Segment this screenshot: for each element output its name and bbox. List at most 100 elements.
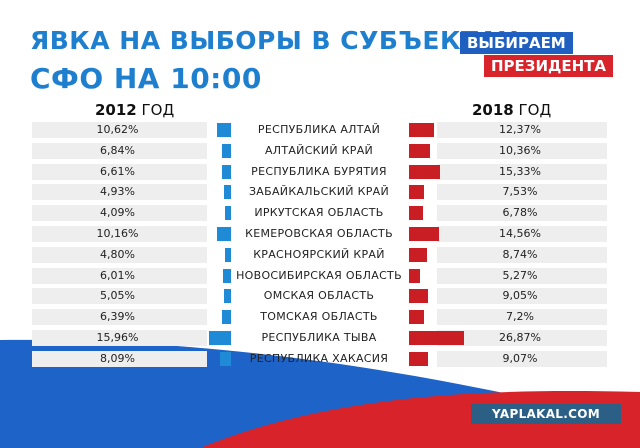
data-label-2012: 6,39% <box>100 310 135 324</box>
row-background-2018 <box>437 122 607 138</box>
series-year-suffix: ГОД <box>518 101 552 119</box>
category-label: ОМСКАЯ ОБЛАСТЬ <box>263 289 375 303</box>
data-label-2012: 4,93% <box>100 185 135 199</box>
table-row: 6,01% НОВОСИБИРСКАЯ ОБЛАСТЬ 5,27% <box>0 267 640 284</box>
table-row: 4,09% ИРКУТСКАЯ ОБЛАСТЬ 6,78% <box>0 204 640 222</box>
table-row: 15,96% РЕСПУБЛИКА ТЫВА 26,87% <box>0 329 640 346</box>
bar-2012 <box>209 331 231 345</box>
data-label-2012: 5,05% <box>100 289 135 303</box>
category-label: РЕСПУБЛИКА БУРЯТИЯ <box>251 164 387 178</box>
data-label-2018: 26,87% <box>499 331 541 344</box>
data-label-2012: 10,16% <box>96 227 139 240</box>
row-background-2012 <box>32 205 207 222</box>
brand-logo-line-1: ВЫБИРАЕМ <box>460 32 573 54</box>
table-row: 8,09% РЕСПУБЛИКА ХАКАСИЯ 9,07% <box>0 350 640 367</box>
bar-2018 <box>409 289 428 304</box>
data-label-2012: 6,61% <box>100 164 135 178</box>
row-background-2012 <box>32 226 207 242</box>
data-label-2012: 6,01% <box>100 268 135 282</box>
row-background-2012 <box>32 246 207 263</box>
bar-2018 <box>409 331 464 345</box>
row-background-2018 <box>437 163 607 180</box>
table-row: 4,80% КРАСНОЯРСКИЙ КРАЙ 8,74% <box>0 246 640 263</box>
bar-2012 <box>224 185 231 200</box>
brand-logo-line-2: ПРЕЗИДЕНТА <box>484 55 614 77</box>
row-background-2018 <box>437 142 607 159</box>
data-label-2012: 4,80% <box>100 247 135 261</box>
bar-2018 <box>409 185 425 200</box>
data-label-2018: 5,27% <box>502 268 538 282</box>
bar-2018 <box>409 206 423 221</box>
bar-2012 <box>224 289 231 304</box>
table-row: 6,39% ТОМСКАЯ ОБЛАСТЬ 7,2% <box>0 308 640 326</box>
data-label-2018: 9,07% <box>502 351 538 365</box>
bar-2018 <box>409 268 420 283</box>
row-background-2018 <box>437 350 607 367</box>
row-background-2018 <box>437 226 607 242</box>
category-label: АЛТАЙСКИЙ КРАЙ <box>264 143 374 157</box>
bar-2012 <box>225 206 231 221</box>
series-year: 2018 <box>472 101 514 119</box>
row-background-2012 <box>32 288 207 305</box>
data-label-2012: 6,84% <box>100 143 135 157</box>
table-row: 10,62% РЕСПУБЛИКА АЛТАЙ 12,37% <box>0 121 640 138</box>
bar-2018 <box>409 351 428 366</box>
bar-2012 <box>222 268 231 283</box>
row-background-2018 <box>437 330 607 346</box>
table-row: 5,05% ОМСКАЯ ОБЛАСТЬ 9,05% <box>0 287 640 305</box>
table-row: 10,16% КЕМЕРОВСКАЯ ОБЛАСТЬ 14,56% <box>0 225 640 242</box>
bar-2018 <box>409 164 441 179</box>
bar-2012 <box>222 164 231 179</box>
row-background-2012 <box>32 267 207 284</box>
bar-2012 <box>221 143 231 158</box>
bar-2018 <box>409 123 435 137</box>
row-background-2012 <box>32 350 207 367</box>
data-label-2018: 8,74% <box>502 247 538 261</box>
row-background-2018 <box>437 288 607 305</box>
table-row: 6,84% АЛТАЙСКИЙ КРАЙ 10,36% <box>0 142 640 159</box>
series-header-2018: 2018 ГОД <box>472 101 551 119</box>
series-year-suffix: ГОД <box>141 101 175 119</box>
series-header-2012: 2012 ГОД <box>95 101 174 119</box>
data-label-2018: 14,56% <box>499 227 541 240</box>
category-label: НОВОСИБИРСКАЯ ОБЛАСТЬ <box>236 268 402 282</box>
data-label-2018: 7,2% <box>506 310 534 324</box>
site-watermark: YAPLAKAL.COM <box>471 404 621 424</box>
row-background-2012 <box>32 122 207 138</box>
category-label: РЕСПУБЛИКА ХАКАСИЯ <box>249 351 389 365</box>
bar-2012 <box>217 227 231 241</box>
category-label: ТОМСКАЯ ОБЛАСТЬ <box>260 310 378 324</box>
row-background-2012 <box>32 184 207 201</box>
bar-2018 <box>409 143 431 158</box>
data-label-2018: 12,37% <box>499 123 541 136</box>
data-label-2012: 15,96% <box>96 331 139 344</box>
chart-title-line-1: ЯВКА НА ВЫБОРЫ В СУБЪЕКТАХ <box>30 26 519 55</box>
row-background-2018 <box>437 246 607 263</box>
bar-2012 <box>216 123 231 137</box>
category-label: ИРКУТСКАЯ ОБЛАСТЬ <box>254 206 384 220</box>
row-background-2012 <box>32 309 207 326</box>
category-label: ЗАБАЙКАЛЬСКИЙ КРАЙ <box>248 185 390 199</box>
bar-2018 <box>409 310 424 325</box>
table-row: 4,93% ЗАБАЙКАЛЬСКИЙ КРАЙ 7,53% <box>0 183 640 201</box>
row-background-2018 <box>437 205 607 222</box>
category-label: РЕСПУБЛИКА ТЫВА <box>261 331 377 344</box>
bar-2018 <box>409 247 427 262</box>
row-background-2012 <box>32 330 207 346</box>
row-background-2018 <box>437 267 607 284</box>
data-label-2012: 10,62% <box>96 123 139 136</box>
bar-2012 <box>220 351 231 366</box>
data-label-2018: 10,36% <box>499 143 541 157</box>
data-label-2018: 6,78% <box>502 206 538 220</box>
data-label-2018: 7,53% <box>502 185 538 199</box>
data-label-2018: 15,33% <box>499 164 541 178</box>
bar-2012 <box>224 247 231 262</box>
row-background-2018 <box>437 184 607 201</box>
data-label-2018: 9,05% <box>502 289 538 303</box>
category-label: КЕМЕРОВСКАЯ ОБЛАСТЬ <box>245 227 393 240</box>
bar-2012 <box>222 310 231 325</box>
data-label-2012: 4,09% <box>100 206 135 220</box>
row-background-2012 <box>32 142 207 159</box>
category-label: РЕСПУБЛИКА АЛТАЙ <box>257 123 381 136</box>
row-background-2012 <box>32 163 207 180</box>
